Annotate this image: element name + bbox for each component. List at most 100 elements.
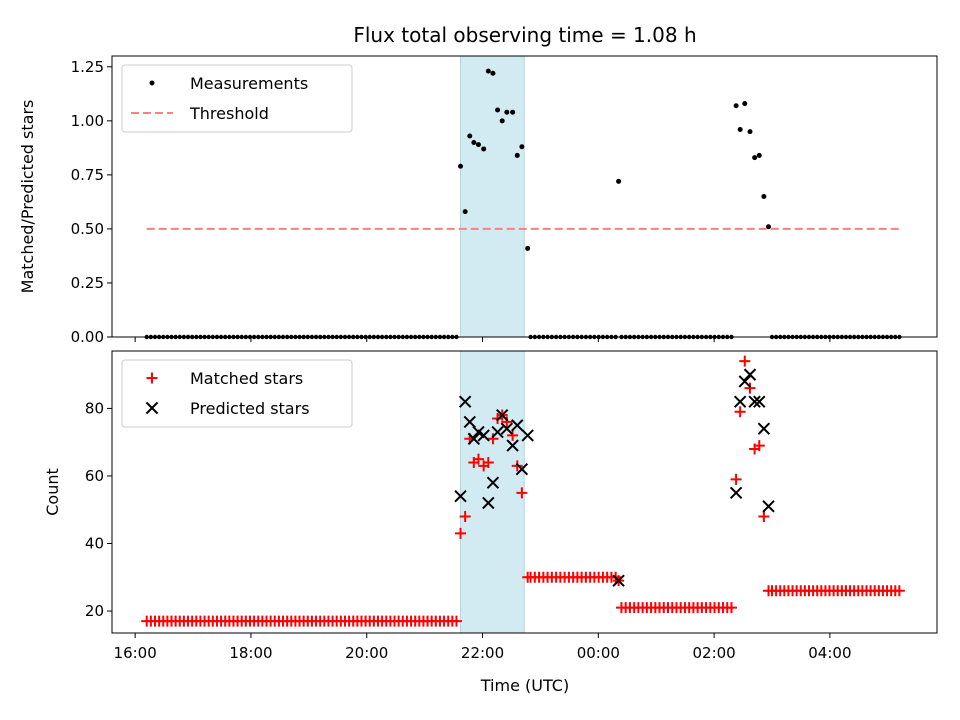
y-tick-label: 1.00 <box>71 112 104 130</box>
measurement-point <box>519 144 525 150</box>
matched-star-marker <box>758 510 770 522</box>
measurement-point <box>742 101 748 107</box>
y-axis-label: Count <box>43 468 62 516</box>
measurement-point <box>514 152 520 158</box>
matched-star-marker <box>501 416 513 428</box>
legend-label-measurements: Measurements <box>190 74 308 93</box>
legend-label-predicted: Predicted stars <box>190 399 310 418</box>
bottom-panel: 20 40 60 80 16:00 18:00 20:00 22:00 00:00 02:00 04… <box>43 350 938 662</box>
predicted-star-marker <box>753 395 766 408</box>
measurement-point <box>504 109 510 115</box>
measurement-point <box>481 146 487 152</box>
legend: Matched stars Predicted stars <box>121 359 353 428</box>
x-tick-label: 18:00 <box>229 644 272 662</box>
measurement-point <box>475 142 481 148</box>
shaded-span <box>460 350 525 634</box>
y-tick-label: 80 <box>85 399 104 417</box>
matched-star-marker <box>753 440 765 452</box>
matched-star-marker <box>893 585 905 597</box>
predicted-star-marker <box>757 422 771 435</box>
axes-frame <box>111 350 938 634</box>
legend-label-threshold: Threshold <box>189 104 269 123</box>
measurement-point <box>525 245 531 251</box>
legend-box <box>121 64 353 133</box>
legend-measurement-marker <box>149 80 155 86</box>
matched-star-marker <box>450 615 462 627</box>
predicted-star-marker <box>496 408 509 422</box>
y-tick-label: 1.25 <box>71 58 104 76</box>
predicted-star-marker <box>748 395 761 408</box>
predicted-star-marker <box>486 476 500 489</box>
x-tick-label: 20:00 <box>345 644 388 662</box>
legend: Measurements Threshold <box>121 64 353 133</box>
matched-star-marker <box>763 585 775 597</box>
y-axis-label: Matched/Predicted stars <box>18 100 37 294</box>
predicted-star-marker <box>463 415 476 429</box>
y-tick-label: 20 <box>85 602 104 620</box>
predicted-star-marker <box>500 422 514 435</box>
measurement-point <box>495 107 501 113</box>
measurement-point <box>747 129 753 135</box>
measurement-point <box>616 178 622 184</box>
shaded-span <box>460 55 525 338</box>
x-tick-label: 22:00 <box>461 644 504 662</box>
y-tick-label: 0.00 <box>71 328 104 346</box>
top-panel: 0.00 0.25 0.50 0.75 1.00 1.25 Matched/Predicte… <box>18 55 938 346</box>
predicted-star-marker <box>467 432 481 446</box>
chart-title: Flux total observing time = 1.08 h <box>353 23 696 47</box>
matched-star-marker <box>739 355 751 367</box>
predicted-star-marker <box>733 395 747 408</box>
matched-star-marker <box>516 487 528 499</box>
axes-frame <box>111 55 938 338</box>
y-tick-label: 0.75 <box>71 166 104 184</box>
measurement-point <box>467 133 473 139</box>
measurement-point <box>733 103 739 109</box>
measurement-point <box>766 224 772 230</box>
legend-box <box>121 359 353 428</box>
count-points <box>141 355 905 627</box>
predicted-star-marker <box>762 500 775 513</box>
legend-predicted-marker <box>145 401 159 415</box>
predicted-star-marker <box>612 574 625 587</box>
measurement-point <box>752 155 758 161</box>
matched-star-marker <box>507 429 519 441</box>
matched-star-marker <box>744 382 756 394</box>
y-tick-label: 60 <box>85 467 104 485</box>
predicted-star-marker <box>491 425 504 439</box>
matched-star-marker <box>734 406 746 418</box>
y-tick-label: 40 <box>85 535 104 553</box>
measurement-point <box>761 194 767 199</box>
y-tick-label: 0.50 <box>71 220 104 238</box>
measurement-point <box>490 70 496 76</box>
y-tick-label: 0.25 <box>71 274 104 292</box>
matched-star-marker <box>455 527 467 539</box>
matched-star-marker <box>459 510 471 522</box>
predicted-star-marker <box>738 375 751 388</box>
measurement-point <box>471 139 477 145</box>
x-tick-label: 02:00 <box>692 644 735 662</box>
x-tick-label: 04:00 <box>808 644 851 662</box>
predicted-star-marker <box>458 395 472 408</box>
legend-label-matched: Matched stars <box>190 369 303 388</box>
measurement-point <box>499 118 505 124</box>
matched-star-marker <box>472 453 484 465</box>
matched-star-marker <box>725 602 737 614</box>
predicted-star-marker <box>506 439 519 452</box>
predicted-star-marker <box>482 496 495 510</box>
matched-star-marker <box>482 456 494 468</box>
measurement-point <box>756 152 762 158</box>
x-tick-label: 00:00 <box>577 644 620 662</box>
measurement-point <box>458 163 464 169</box>
x-tick-label: 16:00 <box>114 644 157 662</box>
measurement-point <box>462 209 468 215</box>
matched-star-marker <box>487 433 499 445</box>
legend-matched-marker <box>146 372 158 384</box>
predicted-star-marker <box>515 462 529 476</box>
measurement-point <box>737 126 743 132</box>
predicted-star-marker <box>477 429 490 442</box>
x-axis-label: Time (UTC) <box>480 676 569 695</box>
matched-star-marker <box>730 473 742 485</box>
predicted-star-marker <box>729 486 743 500</box>
measurement-point <box>485 68 491 74</box>
